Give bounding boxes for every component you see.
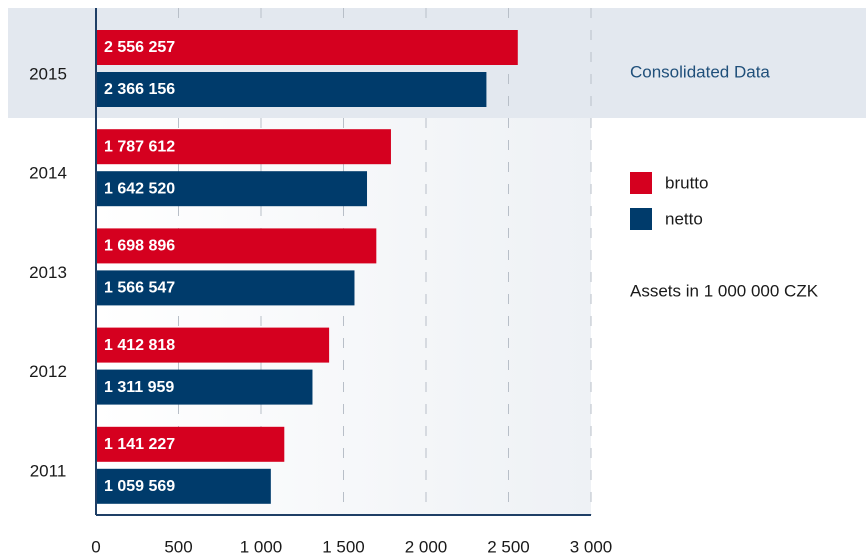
bar [96,171,368,207]
value-label: 1 412 818 [104,337,175,354]
value-label: 1 642 520 [104,180,175,197]
value-label: 1 566 547 [104,280,175,297]
x-tick-label: 2 500 [487,537,530,556]
bar [96,228,377,264]
value-label: 1 311 959 [104,379,174,396]
highlight-label: Consolidated Data [630,62,770,81]
x-tick-label: 3 000 [570,537,613,556]
x-tick-label: 0 [91,537,100,556]
y-tick-label: 2013 [29,263,67,282]
x-tick-label: 2 000 [405,537,448,556]
value-label: 1 059 569 [104,478,175,495]
y-tick-label: 2012 [29,362,67,381]
value-label: 2 366 156 [104,81,175,98]
value-label: 1 698 896 [104,238,175,255]
y-tick-label: 2011 [30,461,67,480]
legend: brutto netto [630,172,708,230]
bar [96,72,487,107]
bar [96,327,330,363]
value-label: 1 787 612 [104,138,175,155]
x-tick-label: 1 500 [322,537,365,556]
y-tick-label: 2014 [29,164,67,183]
x-tick-label: 500 [164,537,192,556]
bars: 2 556 257 2 366 156 1 787 612 1 642 520 1 69… [96,30,518,504]
unit-note: Assets in 1 000 000 CZK [630,281,819,300]
bar [96,468,271,504]
bar [96,129,391,165]
bar [96,369,313,405]
legend-swatch [630,208,652,230]
legend-label: brutto [665,173,708,192]
bar [96,270,355,306]
y-tick-label: 2015 [29,64,67,83]
value-label: 1 141 227 [104,436,175,453]
value-label: 2 556 257 [104,39,175,56]
bar [96,426,285,462]
bar [96,30,518,65]
legend-swatch [630,172,652,194]
legend-label: netto [665,209,703,228]
x-tick-label: 1 000 [240,537,283,556]
